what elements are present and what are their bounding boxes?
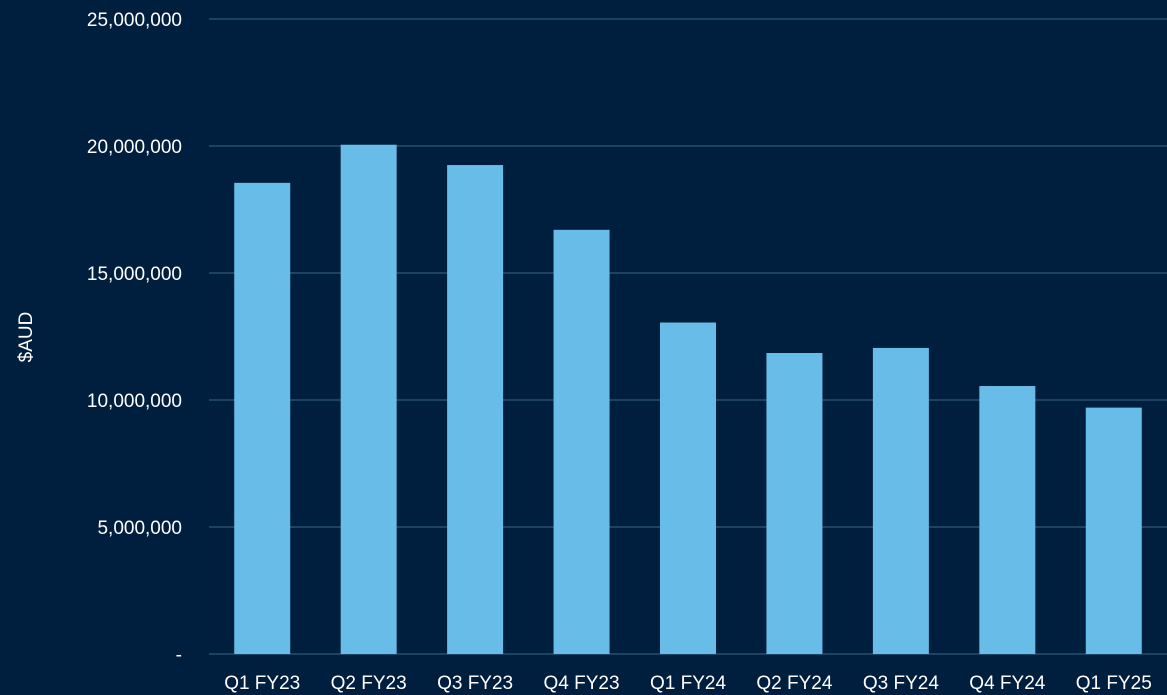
bar bbox=[447, 165, 504, 655]
x-tick-label: Q2 FY24 bbox=[756, 673, 832, 694]
bar bbox=[979, 386, 1036, 654]
bar bbox=[1085, 407, 1142, 654]
y-tick-label: 10,000,000 bbox=[87, 391, 182, 412]
x-tick-label: Q1 FY25 bbox=[1076, 673, 1152, 694]
bar bbox=[340, 144, 397, 655]
x-tick-label: Q3 FY23 bbox=[437, 673, 513, 694]
x-tick-label: Q2 FY23 bbox=[331, 673, 407, 694]
y-tick-label: 25,000,000 bbox=[87, 10, 182, 31]
y-axis-title: $AUD bbox=[16, 312, 37, 363]
bar bbox=[553, 229, 610, 654]
x-tick-label: Q3 FY24 bbox=[863, 673, 939, 694]
x-tick-label: Q1 FY23 bbox=[224, 673, 300, 694]
y-tick-label: - bbox=[176, 645, 182, 666]
x-tick-label: Q4 FY24 bbox=[969, 673, 1045, 694]
x-tick-label: Q4 FY23 bbox=[544, 673, 620, 694]
y-tick-label: 15,000,000 bbox=[87, 264, 182, 285]
bar bbox=[234, 182, 291, 654]
bar bbox=[660, 322, 716, 654]
y-axis-tick-labels: - 5,000,000 10,000,000 15,000,000 20,000,000… bbox=[87, 10, 182, 666]
bar bbox=[872, 347, 929, 654]
x-axis-category-labels: Q1 FY23 Q2 FY23 Q3 FY23 Q4 FY23 Q1 FY24 Q2 FY… bbox=[224, 673, 1152, 694]
bar bbox=[766, 353, 823, 654]
x-tick-label: Q1 FY24 bbox=[650, 673, 726, 694]
y-tick-label: 5,000,000 bbox=[97, 518, 182, 539]
bars bbox=[234, 144, 1142, 655]
y-tick-label: 20,000,000 bbox=[87, 137, 182, 158]
